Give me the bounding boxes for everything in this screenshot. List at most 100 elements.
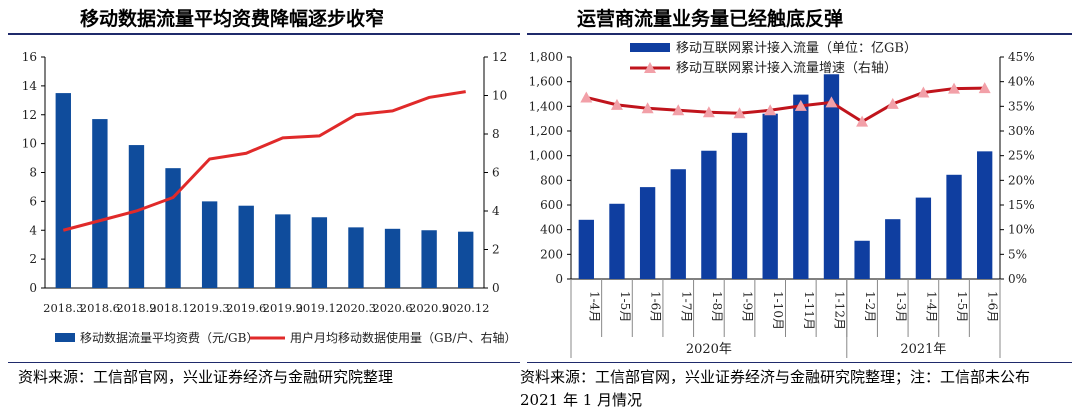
group-label: 2021年 <box>900 342 946 357</box>
bar <box>128 145 145 288</box>
x-tick-label: 1-5月 <box>618 291 632 322</box>
x-tick-label: 1-9月 <box>741 291 755 322</box>
y-tick-label: 800 <box>540 173 563 187</box>
x-tick-label: 1-10月 <box>771 291 785 330</box>
bar <box>885 219 901 279</box>
y-tick-label: 200 <box>540 247 563 261</box>
x-tick-label: 2020.3 <box>336 301 376 315</box>
y-tick-label: 14 <box>22 79 38 93</box>
legend-bar-swatch <box>630 43 670 52</box>
y2-tick-label: 10 <box>492 89 507 103</box>
y-tick-label: 16 <box>22 50 37 64</box>
legend-line-label: 移动互联网累计接入流量增速（右轴） <box>676 60 897 76</box>
x-tick-label: 1-6月 <box>649 291 663 322</box>
x-tick-label: 2020.12 <box>442 301 490 315</box>
bar <box>165 168 181 288</box>
y2-tick-label: 8 <box>492 127 500 141</box>
y-tick-label: 10 <box>22 137 37 151</box>
y2-tick-label: 0 <box>492 281 500 295</box>
y2-tick-label: 15% <box>1008 198 1035 212</box>
x-tick-label: 1-11月 <box>802 291 816 330</box>
left-source-rule <box>8 362 520 363</box>
y2-tick-label: 4 <box>492 204 500 218</box>
legend-bar-label: 移动互联网累计接入流量（单位：亿GB） <box>676 40 917 56</box>
y2-tick-label: 5% <box>1008 247 1027 261</box>
y-tick-label: 1,600 <box>529 75 563 89</box>
left-chart-title: 移动数据流量平均资费降幅逐步收窄 <box>80 8 385 30</box>
x-tick-label: 2020.6 <box>372 301 412 315</box>
line-marker <box>917 86 930 98</box>
bar <box>639 187 656 279</box>
bar <box>793 94 809 279</box>
y2-tick-label: 0% <box>1008 272 1027 286</box>
line-marker <box>886 97 899 109</box>
y-tick-label: 600 <box>540 198 563 212</box>
x-tick-label: 2020.9 <box>409 301 449 315</box>
x-tick-label: 1-5月 <box>955 291 969 322</box>
y-tick-label: 1,800 <box>529 50 563 64</box>
left-title-rule <box>8 33 520 35</box>
y-tick-label: 2 <box>29 252 37 266</box>
y-tick-label: 4 <box>29 223 37 237</box>
x-tick-label: 1-4月 <box>924 291 938 322</box>
bar <box>92 119 108 288</box>
y2-tick-label: 25% <box>1008 149 1035 163</box>
y-tick-label: 6 <box>29 194 37 208</box>
y-tick-label: 1,000 <box>529 149 563 163</box>
y2-tick-label: 6 <box>492 166 500 180</box>
line-series <box>62 90 466 232</box>
legend-line-marker <box>644 62 656 73</box>
legend-line-label: 用户月均移动数据使用量（GB/户、右轴） <box>290 330 516 345</box>
line-marker <box>672 104 685 116</box>
x-tick-label: 1-2月 <box>863 291 877 322</box>
y-tick-label: 0 <box>555 272 563 286</box>
x-tick-label: 1-7月 <box>679 291 693 322</box>
line-marker <box>580 91 593 103</box>
x-tick-label: 2019.12 <box>296 301 344 315</box>
line-marker <box>948 82 961 94</box>
x-tick-label: 2018.3 <box>43 301 83 315</box>
right-chart-title: 运营商流量业务量已经触底反弹 <box>577 8 844 30</box>
y-tick-label: 1,200 <box>529 124 563 138</box>
line-marker <box>856 115 869 127</box>
bar <box>609 203 625 279</box>
x-tick-label: 2019.3 <box>190 301 230 315</box>
bar <box>946 174 962 279</box>
right-source-rule <box>527 362 1072 363</box>
legend-bar-label: 移动数据流量平均资费（元/GB） <box>80 330 258 345</box>
y-tick-label: 8 <box>29 166 37 180</box>
x-tick-label: 2018.12 <box>149 301 197 315</box>
y-tick-label: 0 <box>29 281 37 295</box>
y2-tick-label: 10% <box>1008 223 1035 237</box>
x-tick-label: 2018.9 <box>116 301 156 315</box>
x-tick-label: 2019.6 <box>226 301 266 315</box>
line-marker <box>610 98 623 110</box>
x-tick-label: 2018.6 <box>80 301 120 315</box>
line-marker <box>733 107 746 119</box>
bar <box>238 205 254 288</box>
bar <box>915 197 932 279</box>
left-source: 资料来源：工信部官网，兴业证券经济与金融研究院整理 <box>18 368 394 386</box>
y2-tick-label: 45% <box>1008 50 1035 64</box>
bar <box>384 228 401 288</box>
group-label: 2020年 <box>686 342 732 357</box>
y2-tick-label: 30% <box>1008 124 1035 138</box>
bar <box>311 217 328 288</box>
y2-tick-label: 35% <box>1008 99 1035 113</box>
y-tick-label: 1,400 <box>529 99 563 113</box>
bar <box>578 219 594 279</box>
y2-tick-label: 2 <box>492 243 500 257</box>
right-title-rule <box>527 33 1072 35</box>
x-tick-label: 1-12月 <box>832 291 846 330</box>
line-marker <box>825 96 838 108</box>
x-tick-label: 1-6月 <box>986 291 1000 322</box>
bar <box>458 231 474 288</box>
bar <box>670 169 686 279</box>
line-marker <box>702 106 715 118</box>
bar <box>348 227 364 288</box>
x-tick-label: 1-8月 <box>710 291 724 322</box>
bar <box>731 132 748 279</box>
x-tick-label: 1-3月 <box>894 291 908 322</box>
line-series <box>585 86 985 124</box>
